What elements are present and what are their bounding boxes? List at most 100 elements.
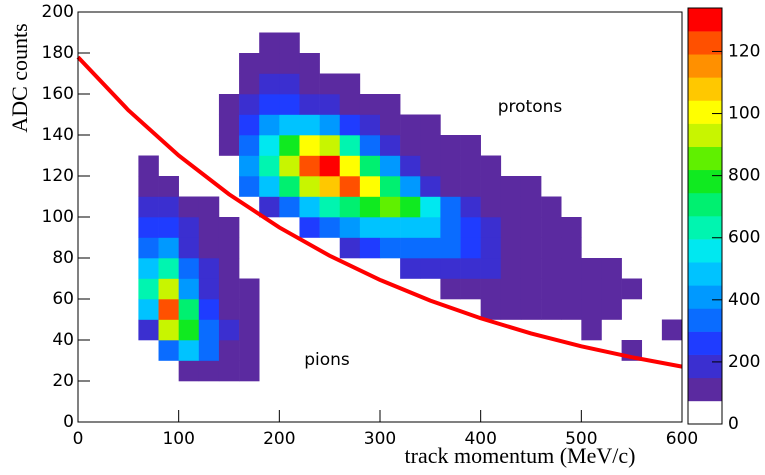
heatmap-cell xyxy=(601,156,621,177)
heatmap-cell xyxy=(662,94,682,115)
heatmap-cell xyxy=(420,94,440,115)
heatmap-cell xyxy=(179,53,199,74)
heatmap-cell xyxy=(359,135,381,156)
heatmap-cell xyxy=(561,402,581,423)
heatmap-cell xyxy=(359,114,381,136)
heatmap-cell xyxy=(481,381,501,402)
heatmap-cell xyxy=(501,340,521,361)
heatmap-cell xyxy=(581,156,601,177)
y-tick-label: 20 xyxy=(52,371,74,391)
color-scale-step xyxy=(688,8,722,32)
heatmap-cell xyxy=(400,402,420,423)
heatmap-cell xyxy=(78,320,98,341)
heatmap-cell xyxy=(239,12,259,33)
color-scale-step xyxy=(688,377,722,402)
heatmap-cell xyxy=(520,217,542,238)
heatmap-cell xyxy=(461,12,481,33)
heatmap-cell xyxy=(299,12,319,33)
heatmap-cell xyxy=(420,196,441,218)
heatmap-cell xyxy=(78,402,98,423)
heatmap-cell xyxy=(299,135,320,156)
heatmap-cell xyxy=(319,114,341,136)
heatmap-cell xyxy=(642,156,662,177)
heatmap-cell xyxy=(420,74,440,95)
heatmap-cell xyxy=(420,402,440,423)
heatmap-cell xyxy=(159,361,179,382)
heatmap-cell xyxy=(622,258,642,279)
color-scale-step xyxy=(688,77,722,101)
heatmap-cell xyxy=(219,381,239,402)
x-tick-label: 500 xyxy=(565,429,597,449)
heatmap-cell xyxy=(662,402,682,423)
heatmap-cell xyxy=(239,114,260,136)
heatmap-cell xyxy=(581,33,601,54)
z-tick-label: 600 xyxy=(728,228,760,248)
heatmap-cell xyxy=(662,115,682,136)
heatmap-cell xyxy=(339,114,361,136)
heatmap-cell xyxy=(581,258,602,279)
heatmap-cell xyxy=(622,12,642,33)
heatmap-cell xyxy=(98,238,118,259)
y-tick-label: 200 xyxy=(42,2,74,22)
heatmap-cell xyxy=(118,361,138,382)
heatmap-cell xyxy=(98,258,118,279)
heatmap-cell xyxy=(218,135,240,156)
heatmap-cell xyxy=(480,196,502,218)
z-tick-label: 120 xyxy=(728,41,760,61)
heatmap-cell xyxy=(299,94,320,115)
heatmap-cell xyxy=(420,237,441,259)
heatmap-cell xyxy=(98,381,118,402)
heatmap-cell xyxy=(642,217,662,238)
heatmap-cell xyxy=(541,53,561,74)
heatmap-cell xyxy=(440,12,460,33)
heatmap-cell xyxy=(581,53,601,74)
heatmap-cell xyxy=(622,94,642,115)
heatmap-cell xyxy=(179,381,199,402)
heatmap-cell xyxy=(480,299,502,320)
heatmap-cell xyxy=(340,12,360,33)
heatmap-cell xyxy=(481,115,501,136)
heatmap-cell xyxy=(279,361,299,382)
heatmap-cell xyxy=(118,279,138,300)
z-tick-label: 100 xyxy=(728,104,760,124)
heatmap-cell xyxy=(158,319,179,341)
heatmap-cell xyxy=(138,196,159,218)
heatmap-cell xyxy=(259,73,280,95)
heatmap-cell xyxy=(622,115,642,136)
heatmap-cell xyxy=(239,278,260,300)
color-scale-step xyxy=(688,216,722,240)
heatmap-cell xyxy=(520,196,542,218)
heatmap-cell xyxy=(118,402,138,423)
heatmap-cell xyxy=(138,319,159,341)
heatmap-cell xyxy=(118,156,138,177)
heatmap-cell xyxy=(461,361,481,382)
x-axis-title: track momentum (MeV/c) xyxy=(405,443,636,468)
color-scale-step xyxy=(688,400,722,425)
heatmap-cell xyxy=(521,53,541,74)
heatmap-cell xyxy=(440,94,460,115)
heatmap-cell xyxy=(461,340,481,361)
heatmap-cell xyxy=(299,299,319,320)
heatmap-cell xyxy=(440,402,460,423)
heatmap-cell xyxy=(239,176,260,197)
heatmap-cell xyxy=(239,340,260,361)
heatmap-cell xyxy=(501,402,521,423)
heatmap-cell xyxy=(279,53,300,74)
heatmap-cell xyxy=(581,299,602,320)
y-tick-label: 140 xyxy=(42,125,74,145)
color-scale-step xyxy=(688,146,722,171)
heatmap-cell xyxy=(98,115,118,136)
heatmap-cell xyxy=(259,361,279,382)
heatmap-cell xyxy=(561,53,581,74)
heatmap-cell xyxy=(541,299,562,320)
heatmap-cell xyxy=(198,237,220,259)
heatmap-cell xyxy=(642,381,662,402)
heatmap-cell xyxy=(178,340,200,361)
heatmap-cell xyxy=(460,176,481,197)
heatmap-cell xyxy=(400,196,421,218)
heatmap-cell xyxy=(239,135,260,156)
heatmap-cell xyxy=(480,237,502,259)
x-tick-label: 600 xyxy=(666,429,698,449)
heatmap-cell xyxy=(239,73,260,95)
heatmap-cell xyxy=(400,135,421,156)
